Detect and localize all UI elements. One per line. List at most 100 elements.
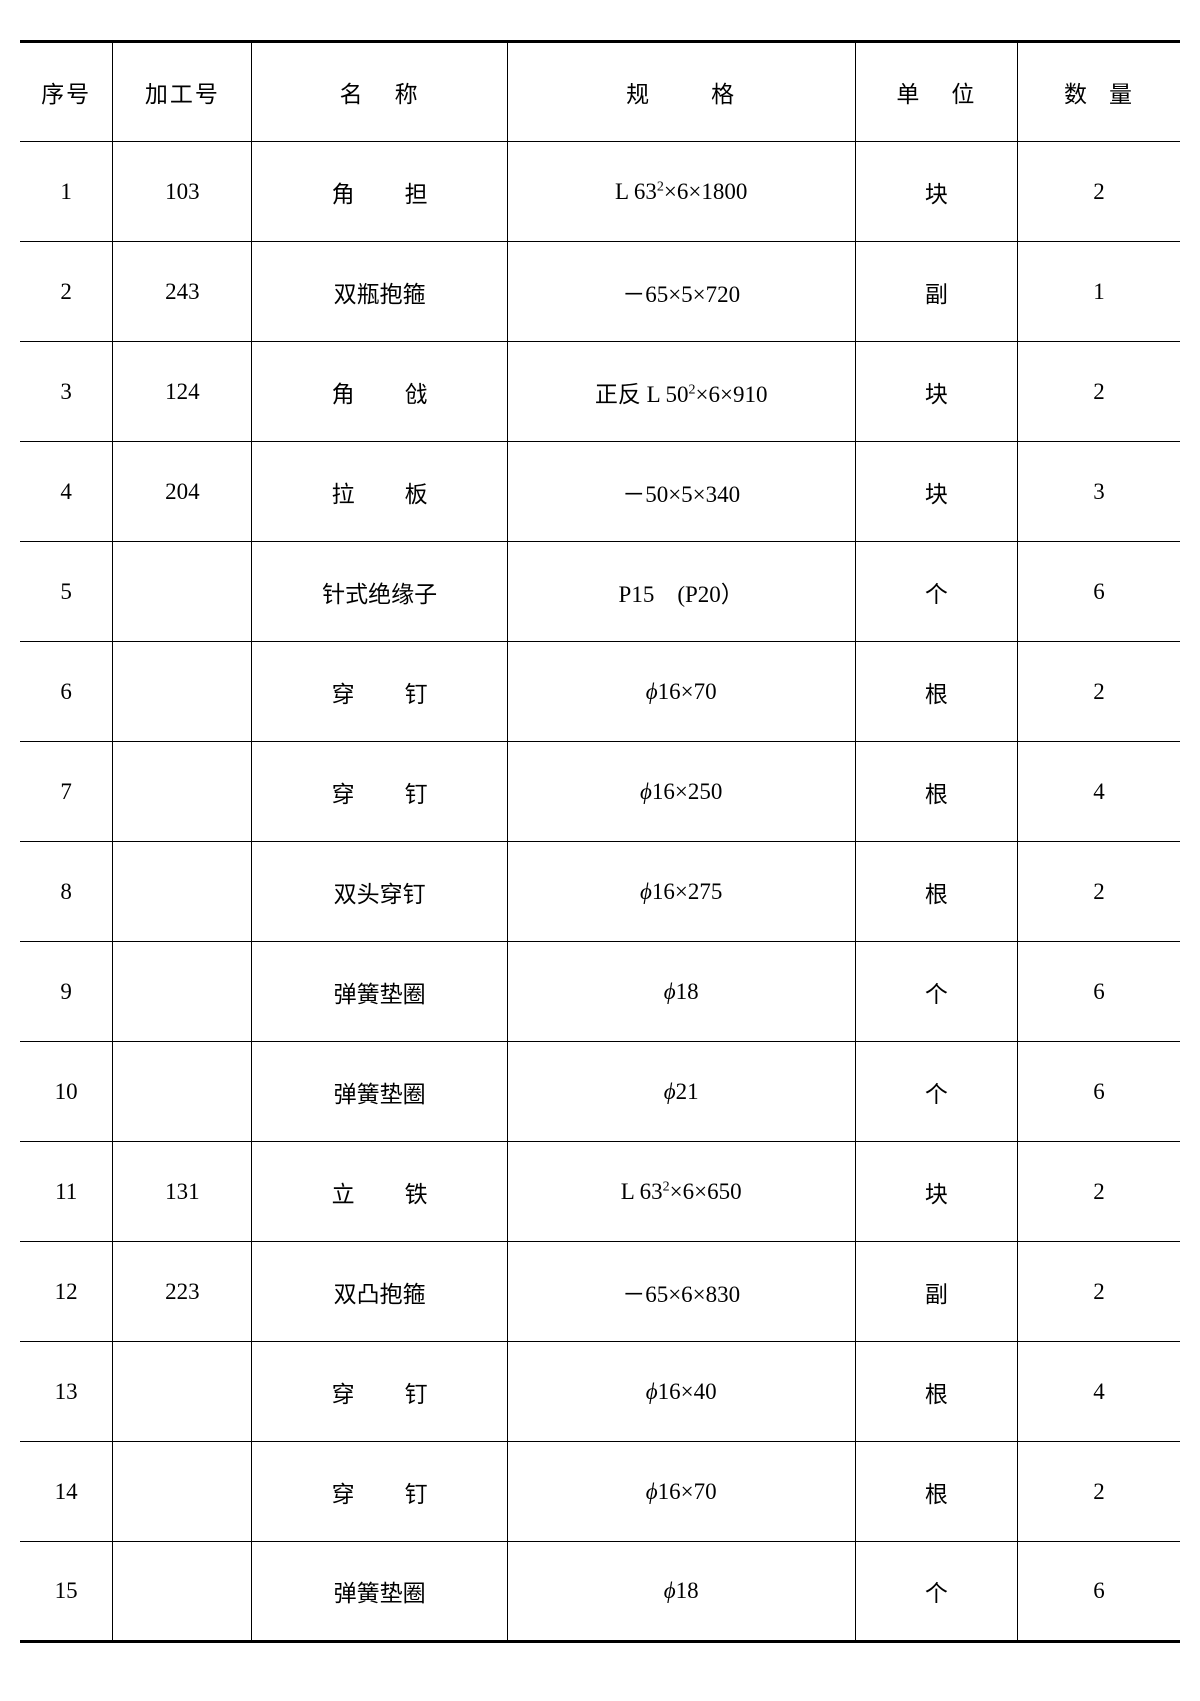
table-row: 2243双瓶抱箍－65×5×720副1: [20, 242, 1180, 342]
cell-qty: 1: [1018, 242, 1180, 342]
cell-unit: 个: [855, 942, 1017, 1042]
cell-seq: 10: [20, 1042, 113, 1142]
cell-seq: 1: [20, 142, 113, 242]
table-row: 14穿钉ϕ16×70根2: [20, 1442, 1180, 1542]
cell-qty: 3: [1018, 442, 1180, 542]
cell-seq: 3: [20, 342, 113, 442]
cell-unit: 块: [855, 442, 1017, 542]
cell-name: 立铁: [252, 1142, 507, 1242]
table-row: 8 双头穿钉ϕ16×275根2: [20, 842, 1180, 942]
cell-unit: 根: [855, 742, 1017, 842]
cell-spec: －50×5×340: [507, 442, 855, 542]
table-row: 7 穿钉ϕ16×250根4: [20, 742, 1180, 842]
cell-spec: ϕ16×275: [507, 842, 855, 942]
cell-seq: 7: [20, 742, 113, 842]
cell-qty: 2: [1018, 1242, 1180, 1342]
cell-name: 针式绝缘子: [252, 542, 507, 642]
cell-spec: ϕ16×40: [507, 1342, 855, 1442]
cell-seq: 2: [20, 242, 113, 342]
cell-spec: ϕ21: [507, 1042, 855, 1142]
cell-qty: 2: [1018, 342, 1180, 442]
cell-unit: 副: [855, 1242, 1017, 1342]
cell-spec: 正反 L 502×6×910: [507, 342, 855, 442]
table-row: 10 弹簧垫圈ϕ21个6: [20, 1042, 1180, 1142]
cell-unit: 个: [855, 1542, 1017, 1642]
cell-name: 穿钉: [252, 742, 507, 842]
cell-proc: [113, 842, 252, 942]
cell-proc: [113, 642, 252, 742]
table-row: 1103角担L 632×6×1800块2: [20, 142, 1180, 242]
cell-proc: 103: [113, 142, 252, 242]
header-proc: 加工号: [113, 42, 252, 142]
cell-unit: 副: [855, 242, 1017, 342]
cell-qty: 6: [1018, 542, 1180, 642]
cell-qty: 2: [1018, 642, 1180, 742]
cell-proc: [113, 742, 252, 842]
cell-seq: 15: [20, 1542, 113, 1642]
cell-name: 弹簧垫圈: [252, 1042, 507, 1142]
cell-unit: 个: [855, 542, 1017, 642]
header-spec: 规格: [507, 42, 855, 142]
cell-spec: ϕ16×70: [507, 642, 855, 742]
cell-seq: 14: [20, 1442, 113, 1542]
cell-spec: －65×6×830: [507, 1242, 855, 1342]
cell-spec: ϕ16×70: [507, 1442, 855, 1542]
cell-qty: 4: [1018, 742, 1180, 842]
cell-proc: [113, 1042, 252, 1142]
cell-spec: ϕ18: [507, 942, 855, 1042]
cell-spec: L 632×6×1800: [507, 142, 855, 242]
cell-unit: 根: [855, 842, 1017, 942]
table-row: 3124角戗正反 L 502×6×910块2: [20, 342, 1180, 442]
cell-proc: [113, 1442, 252, 1542]
table-row: 4204拉板－50×5×340块3: [20, 442, 1180, 542]
cell-qty: 2: [1018, 142, 1180, 242]
table-header-row: 序号 加工号 名称 规格 单位 数量: [20, 42, 1180, 142]
cell-qty: 4: [1018, 1342, 1180, 1442]
cell-spec: L 632×6×650: [507, 1142, 855, 1242]
cell-proc: [113, 542, 252, 642]
cell-spec: P15 (P20）: [507, 542, 855, 642]
cell-qty: 2: [1018, 1142, 1180, 1242]
cell-seq: 13: [20, 1342, 113, 1442]
cell-name: 角戗: [252, 342, 507, 442]
cell-unit: 块: [855, 142, 1017, 242]
cell-proc: [113, 1342, 252, 1442]
cell-name: 角担: [252, 142, 507, 242]
cell-name: 双头穿钉: [252, 842, 507, 942]
header-name: 名称: [252, 42, 507, 142]
cell-name: 双瓶抱箍: [252, 242, 507, 342]
table-row: 12223双凸抱箍－65×6×830副2: [20, 1242, 1180, 1342]
table-row: 15 弹簧垫圈ϕ18个6: [20, 1542, 1180, 1642]
cell-qty: 2: [1018, 1442, 1180, 1542]
header-qty: 数量: [1018, 42, 1180, 142]
cell-qty: 6: [1018, 1542, 1180, 1642]
cell-proc: 131: [113, 1142, 252, 1242]
cell-name: 弹簧垫圈: [252, 1542, 507, 1642]
cell-qty: 2: [1018, 842, 1180, 942]
table-row: 5针式绝缘子P15 (P20）个6: [20, 542, 1180, 642]
cell-proc: 223: [113, 1242, 252, 1342]
cell-spec: ϕ18: [507, 1542, 855, 1642]
cell-name: 穿钉: [252, 642, 507, 742]
table-row: 9弹簧垫圈ϕ18个6: [20, 942, 1180, 1042]
cell-proc: 124: [113, 342, 252, 442]
cell-seq: 6: [20, 642, 113, 742]
cell-spec: ϕ16×250: [507, 742, 855, 842]
table-row: 13 穿钉ϕ16×40根4: [20, 1342, 1180, 1442]
header-seq: 序号: [20, 42, 113, 142]
cell-seq: 11: [20, 1142, 113, 1242]
cell-seq: 4: [20, 442, 113, 542]
cell-unit: 根: [855, 1442, 1017, 1542]
header-unit: 单位: [855, 42, 1017, 142]
cell-name: 穿钉: [252, 1342, 507, 1442]
table-body: 1103角担L 632×6×1800块22243双瓶抱箍－65×5×720副13…: [20, 142, 1180, 1642]
cell-proc: [113, 1542, 252, 1642]
cell-unit: 个: [855, 1042, 1017, 1142]
cell-unit: 根: [855, 1342, 1017, 1442]
cell-spec: －65×5×720: [507, 242, 855, 342]
cell-unit: 块: [855, 342, 1017, 442]
cell-proc: [113, 942, 252, 1042]
cell-name: 拉板: [252, 442, 507, 542]
cell-seq: 8: [20, 842, 113, 942]
cell-qty: 6: [1018, 1042, 1180, 1142]
